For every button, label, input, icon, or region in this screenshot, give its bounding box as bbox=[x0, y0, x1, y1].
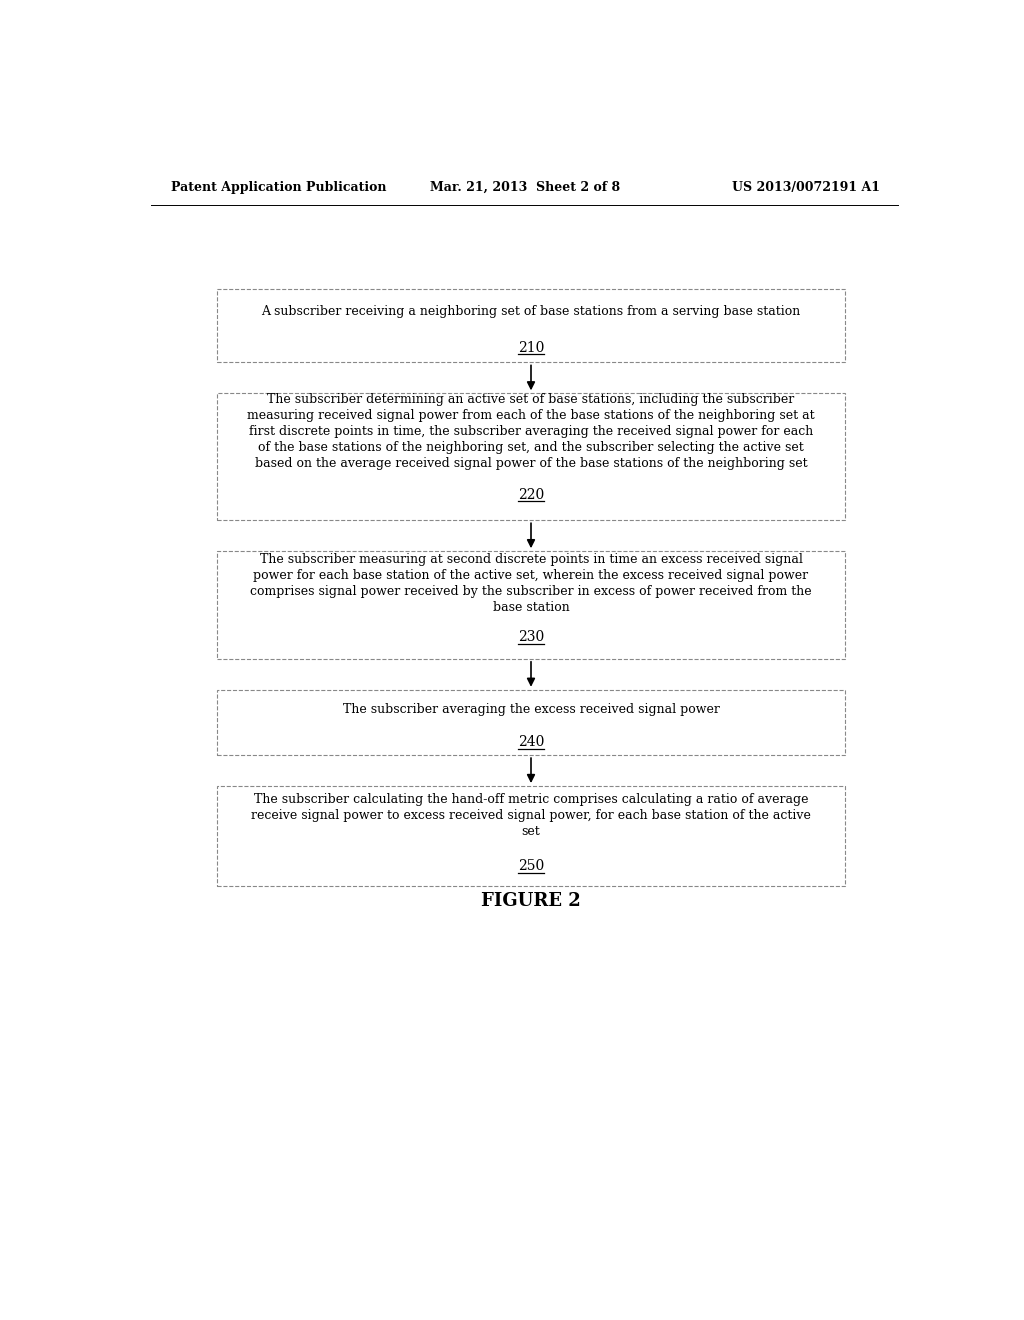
Text: The subscriber measuring at second discrete points in time an excess received si: The subscriber measuring at second discr… bbox=[250, 553, 812, 614]
Text: Patent Application Publication: Patent Application Publication bbox=[171, 181, 386, 194]
Text: The subscriber determining an active set of base stations, including the subscri: The subscriber determining an active set… bbox=[247, 393, 815, 470]
Bar bbox=[217, 393, 845, 520]
Bar bbox=[217, 552, 845, 659]
Text: The subscriber calculating the hand-off metric comprises calculating a ratio of : The subscriber calculating the hand-off … bbox=[251, 793, 811, 838]
Text: US 2013/0072191 A1: US 2013/0072191 A1 bbox=[732, 181, 880, 194]
Bar bbox=[217, 289, 845, 363]
Text: 210: 210 bbox=[518, 341, 544, 355]
Text: The subscriber averaging the excess received signal power: The subscriber averaging the excess rece… bbox=[343, 702, 720, 715]
Text: 220: 220 bbox=[518, 488, 544, 502]
Text: 240: 240 bbox=[518, 735, 544, 748]
Text: 230: 230 bbox=[518, 631, 544, 644]
Text: A subscriber receiving a neighboring set of base stations from a serving base st: A subscriber receiving a neighboring set… bbox=[261, 305, 801, 318]
Text: Mar. 21, 2013  Sheet 2 of 8: Mar. 21, 2013 Sheet 2 of 8 bbox=[430, 181, 620, 194]
Bar bbox=[217, 785, 845, 886]
Bar bbox=[217, 690, 845, 755]
Text: 250: 250 bbox=[518, 859, 544, 873]
Text: FIGURE 2: FIGURE 2 bbox=[481, 892, 581, 911]
